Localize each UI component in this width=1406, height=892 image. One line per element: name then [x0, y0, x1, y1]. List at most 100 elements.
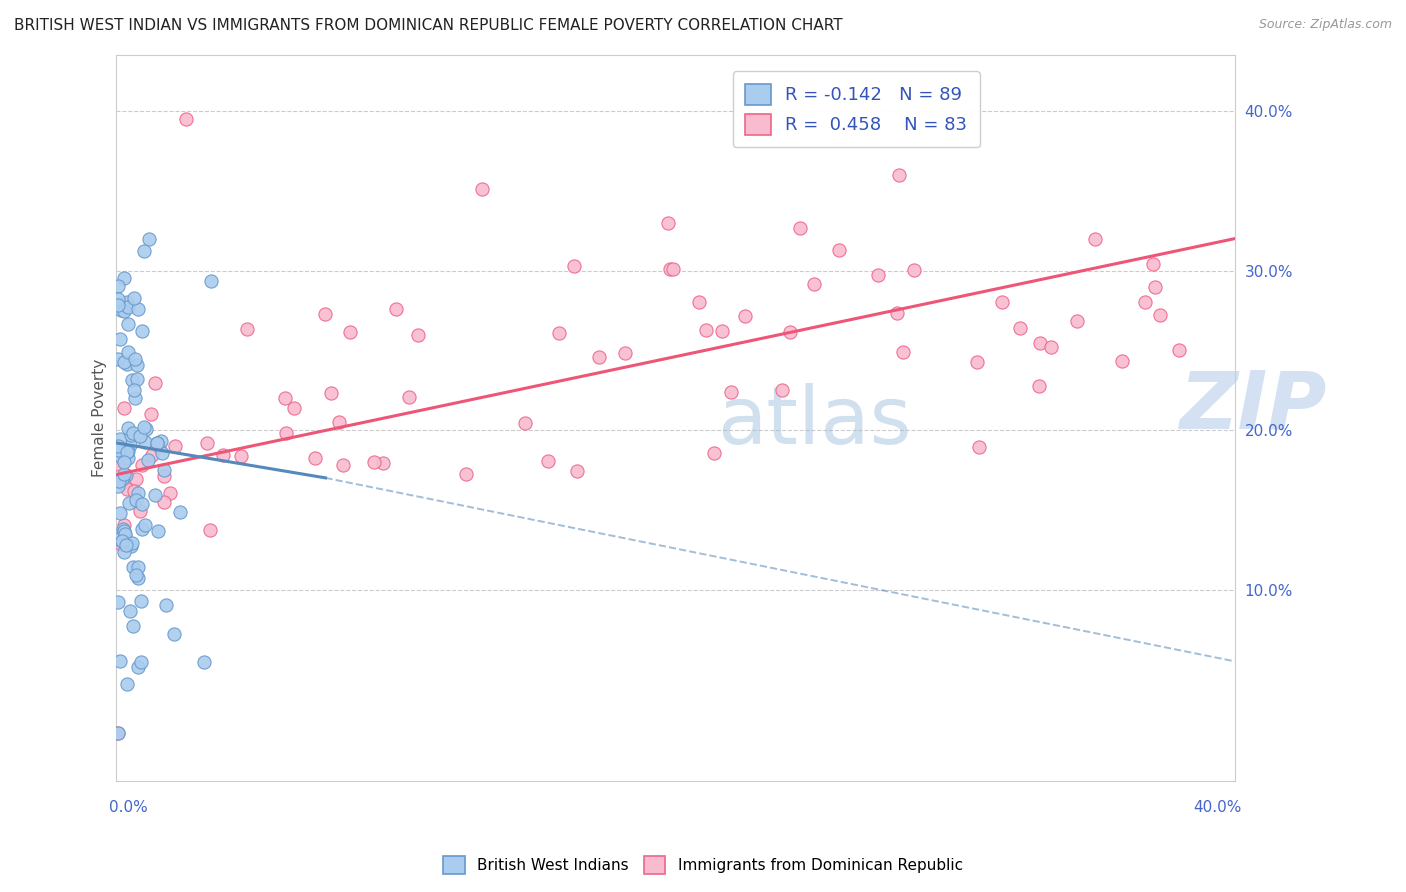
Point — [120, 438, 142, 452]
Point — [121, 373, 143, 387]
Point — [513, 416, 536, 430]
Point — [108, 475, 131, 489]
Point — [121, 619, 143, 633]
Point — [456, 467, 478, 482]
Point — [141, 448, 163, 462]
Point — [868, 268, 890, 282]
Point — [1084, 231, 1107, 245]
Point — [1029, 335, 1052, 350]
Point — [1028, 379, 1050, 393]
Point — [562, 259, 585, 273]
Point — [117, 496, 139, 510]
Point — [111, 457, 134, 471]
Point — [887, 168, 910, 182]
Point — [332, 458, 354, 472]
Point — [112, 545, 135, 559]
Point — [1143, 280, 1166, 294]
Point — [121, 559, 143, 574]
Point — [134, 517, 156, 532]
Point — [110, 537, 132, 551]
Point — [146, 436, 169, 450]
Point — [120, 604, 142, 618]
Point — [125, 493, 148, 508]
Point — [117, 300, 139, 314]
Point — [110, 506, 132, 520]
Point — [153, 463, 176, 477]
Point — [135, 422, 157, 436]
Point — [903, 263, 925, 277]
Point — [149, 434, 172, 448]
Point — [588, 350, 610, 364]
Point — [107, 297, 129, 311]
Point — [159, 486, 181, 500]
Point — [131, 522, 153, 536]
Point — [112, 304, 135, 318]
Point — [136, 452, 159, 467]
Point — [803, 277, 825, 291]
Point — [143, 487, 166, 501]
Point — [122, 291, 145, 305]
Point — [112, 522, 135, 536]
Point — [406, 328, 429, 343]
Point — [146, 524, 169, 538]
Point — [134, 244, 156, 258]
Text: 40.0%: 40.0% — [1194, 799, 1241, 814]
Point — [110, 450, 132, 465]
Point — [695, 323, 717, 337]
Point — [339, 325, 361, 339]
Point — [734, 309, 756, 323]
Point — [129, 656, 152, 670]
Point — [127, 302, 149, 317]
Point — [114, 529, 136, 543]
Point — [212, 448, 235, 462]
Point — [321, 385, 343, 400]
Point — [127, 571, 149, 585]
Y-axis label: Female Poverty: Female Poverty — [93, 359, 107, 477]
Point — [148, 439, 170, 453]
Point — [115, 445, 138, 459]
Point — [384, 301, 406, 316]
Point — [111, 475, 134, 490]
Point — [112, 467, 135, 482]
Point — [991, 295, 1014, 310]
Point — [107, 457, 129, 471]
Point — [1135, 295, 1157, 310]
Point — [152, 495, 174, 509]
Point — [398, 390, 420, 404]
Point — [125, 567, 148, 582]
Point — [108, 332, 131, 346]
Point — [107, 293, 129, 307]
Point — [122, 383, 145, 397]
Point — [276, 426, 298, 441]
Text: 0.0%: 0.0% — [108, 799, 148, 814]
Point — [117, 420, 139, 434]
Point — [143, 376, 166, 390]
Point — [236, 321, 259, 335]
Point — [121, 536, 143, 550]
Point — [129, 429, 152, 443]
Point — [165, 439, 187, 453]
Point — [150, 445, 173, 459]
Point — [112, 455, 135, 469]
Point — [193, 656, 215, 670]
Point — [614, 346, 637, 360]
Point — [112, 271, 135, 285]
Point — [110, 303, 132, 318]
Point — [966, 355, 988, 369]
Point — [363, 455, 385, 469]
Text: ZIP: ZIP — [1178, 368, 1326, 445]
Point — [127, 486, 149, 500]
Point — [711, 324, 734, 338]
Point — [134, 419, 156, 434]
Point — [139, 407, 162, 421]
Point — [114, 467, 136, 482]
Point — [720, 384, 742, 399]
Text: atlas: atlas — [717, 383, 911, 461]
Point — [174, 112, 197, 126]
Point — [967, 441, 990, 455]
Point — [153, 469, 176, 483]
Point — [537, 454, 560, 468]
Point — [117, 344, 139, 359]
Point — [124, 484, 146, 499]
Point — [107, 532, 129, 546]
